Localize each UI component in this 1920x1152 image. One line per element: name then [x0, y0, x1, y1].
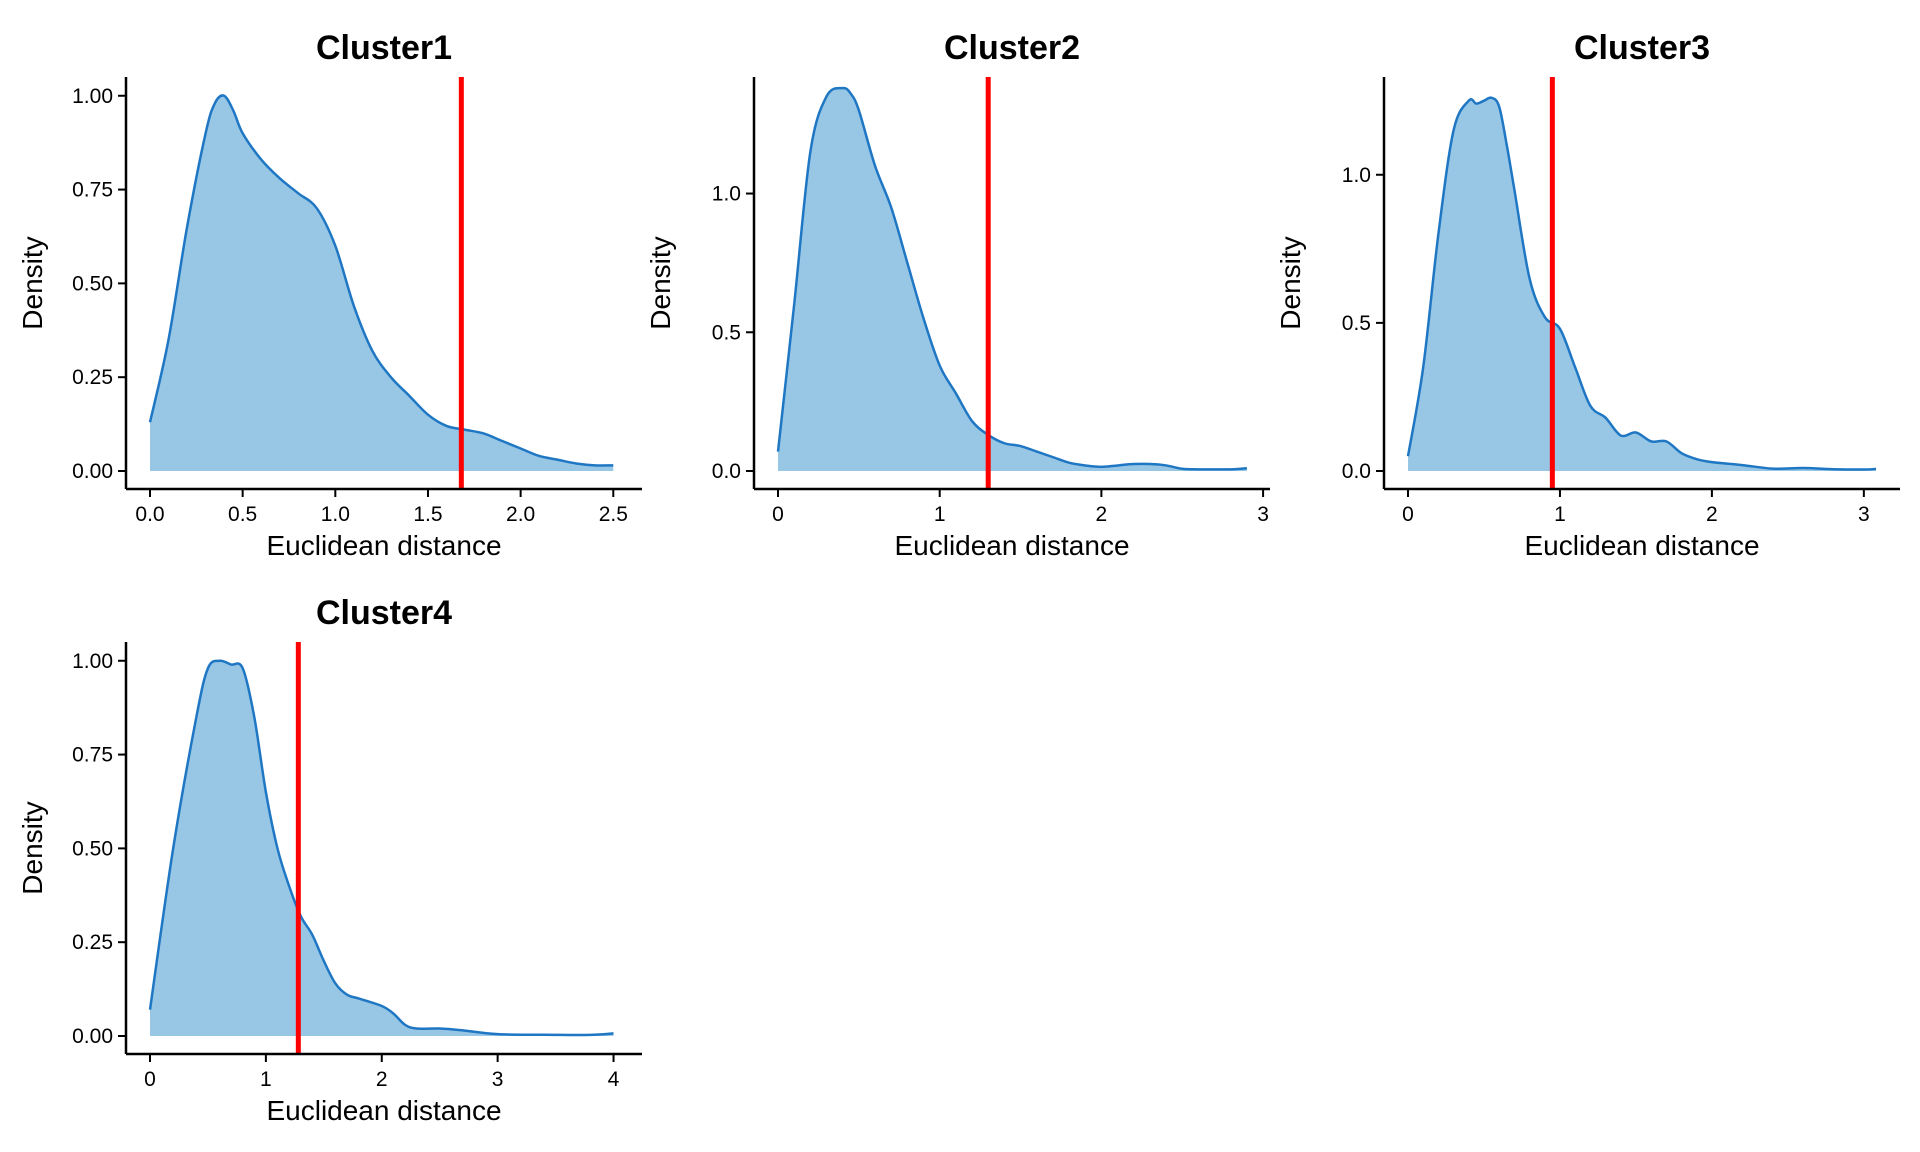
panel-cluster3: 0.0 0.5 1.0 0 1 2 3 Cluster3 Euclidean distance D… [1275, 29, 1900, 561]
x-tick-label: 0 [1402, 503, 1414, 526]
density-line [1406, 96, 1877, 471]
x-tick-label: 2.5 [599, 503, 628, 526]
x-tick-label: 2 [1706, 503, 1718, 526]
x-tick-label: 1.5 [413, 503, 442, 526]
y-tick-label: 0.00 [72, 1025, 113, 1048]
x-tick-label: 1 [1554, 503, 1566, 526]
x-tick-label: 3 [1858, 503, 1870, 526]
y-tick-label: 0.25 [72, 931, 113, 954]
x-tick-label: 4 [608, 1068, 620, 1091]
y-axis-label: Density [17, 236, 48, 329]
x-tick-label: 2 [376, 1068, 388, 1091]
chart-title: Cluster4 [316, 594, 452, 632]
panel-cluster4: 0.00 0.25 0.50 0.75 1.00 0 1 2 3 4 Cluster4 Euclide… [17, 594, 642, 1126]
panel-cluster1: 0.00 0.25 0.50 0.75 1.00 0.0 0.5 1.0 1.5 2.0 2.5 Cl… [17, 29, 642, 561]
x-tick-label: 0 [772, 503, 784, 526]
y-tick-label: 0.50 [72, 272, 113, 295]
x-tick-label: 2.0 [506, 503, 535, 526]
chart-title: Cluster2 [944, 29, 1080, 67]
y-tick-label: 0.75 [72, 179, 113, 202]
x-tick-label: 2 [1096, 503, 1108, 526]
x-tick-label: 0 [144, 1068, 156, 1091]
chart-title: Cluster3 [1574, 29, 1710, 67]
x-tick-label: 0.0 [135, 503, 164, 526]
density-area [150, 660, 614, 1036]
density-line [776, 86, 1248, 471]
y-axis-label: Density [645, 236, 676, 329]
x-axis-label: Euclidean distance [266, 530, 501, 561]
x-axis-label: Euclidean distance [894, 530, 1129, 561]
y-tick-label: 1.00 [72, 85, 113, 108]
x-tick-label: 3 [1257, 503, 1269, 526]
y-tick-label: 0.0 [712, 460, 741, 483]
density-area [778, 88, 1247, 471]
y-tick-label: 0.0 [1342, 460, 1371, 483]
y-tick-label: 0.00 [72, 460, 113, 483]
density-area [150, 95, 614, 472]
y-tick-label: 1.0 [1342, 164, 1371, 187]
x-tick-label: 1 [260, 1068, 272, 1091]
x-tick-label: 1 [934, 503, 946, 526]
y-tick-label: 0.5 [1342, 312, 1371, 335]
y-tick-label: 0.50 [72, 837, 113, 860]
y-axis-label: Density [1275, 236, 1306, 329]
x-tick-label: 3 [492, 1068, 504, 1091]
y-tick-label: 0.75 [72, 744, 113, 767]
density-area [1408, 97, 1876, 471]
density-line [148, 94, 614, 467]
y-tick-label: 1.0 [712, 183, 741, 206]
y-tick-label: 0.25 [72, 366, 113, 389]
y-tick-label: 1.00 [72, 650, 113, 673]
chart-title: Cluster1 [316, 29, 452, 67]
x-tick-label: 0.5 [228, 503, 257, 526]
density-line [148, 659, 614, 1037]
y-tick-label: 0.5 [712, 321, 741, 344]
x-axis-label: Euclidean distance [266, 1095, 501, 1126]
panel-cluster2: 0.0 0.5 1.0 0 1 2 3 Cluster2 Euclidean distance D… [645, 29, 1270, 561]
y-axis-label: Density [17, 801, 48, 894]
x-tick-label: 1.0 [321, 503, 350, 526]
x-axis-label: Euclidean distance [1524, 530, 1759, 561]
